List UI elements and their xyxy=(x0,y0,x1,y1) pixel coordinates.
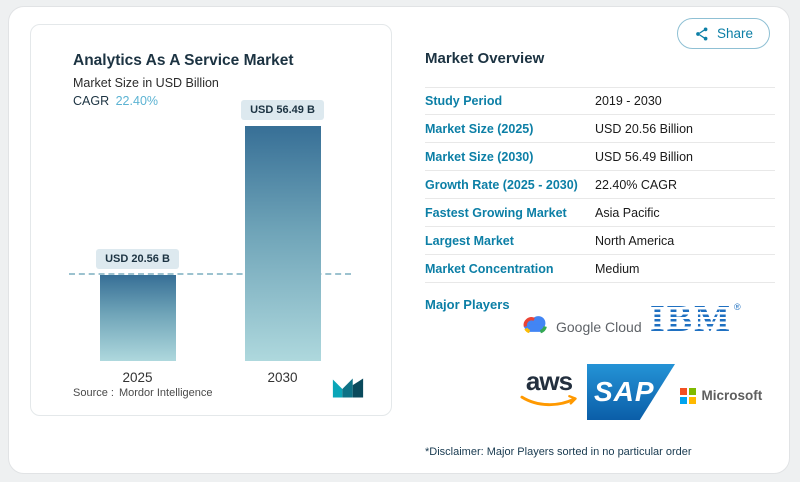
google-cloud-logo: Google Cloud xyxy=(520,312,642,341)
row-value: USD 20.56 Billion xyxy=(595,121,693,136)
row-value: North America xyxy=(595,233,675,248)
microsoft-squares-icon xyxy=(680,388,696,404)
ibm-logo: IBM ® xyxy=(650,300,741,338)
cagr-label: CAGR xyxy=(73,94,110,108)
google-cloud-wordmark: Google Cloud xyxy=(556,318,642,335)
row-label: Growth Rate (2025 - 2030) xyxy=(425,177,578,192)
row-label: Largest Market xyxy=(425,233,514,248)
disclaimer-text: *Disclaimer: Major Players sorted in no … xyxy=(425,446,692,458)
bar-chart-plot: USD 20.56 B USD 56.49 B xyxy=(65,99,355,361)
row-label: Market Concentration xyxy=(425,261,554,276)
microsoft-wordmark: Microsoft xyxy=(701,388,763,404)
market-overview-section: Market Overview Study Period 2019 - 2030… xyxy=(425,50,775,458)
google-cloud-icon xyxy=(520,312,550,341)
row-value: 2019 - 2030 xyxy=(595,94,662,108)
threshold-dashed-line xyxy=(69,273,351,275)
x-label-2030: 2030 xyxy=(267,370,298,385)
row-value: 22.40% CAGR xyxy=(595,177,677,192)
source-label: Source : xyxy=(73,387,114,399)
bar-group-2030: USD 56.49 B xyxy=(210,99,355,361)
chart-cagr: CAGR 22.40% xyxy=(73,94,158,108)
row-label: Fastest Growing Market xyxy=(425,205,567,220)
row-label: Study Period xyxy=(425,94,503,108)
row-value: Asia Pacific xyxy=(595,205,660,220)
ibm-wordmark: IBM xyxy=(650,298,732,340)
table-row: Market Concentration Medium xyxy=(425,255,775,283)
table-row: Market Size (2025) USD 20.56 Billion xyxy=(425,115,775,143)
chart-subtitle: Market Size in USD Billion xyxy=(73,76,219,90)
share-button[interactable]: Share xyxy=(676,18,770,49)
table-row: Growth Rate (2025 - 2030) 22.40% CAGR xyxy=(425,171,775,199)
share-button-label: Share xyxy=(716,26,753,41)
chart-card: Analytics As A Service Market Market Siz… xyxy=(30,24,392,416)
major-players-label: Major Players xyxy=(425,297,510,312)
aws-logo: aws xyxy=(520,368,578,413)
row-label: Market Size (2030) xyxy=(425,149,534,164)
table-row: Study Period 2019 - 2030 xyxy=(425,87,775,115)
bar-row: USD 20.56 B USD 56.49 B xyxy=(65,99,355,361)
ibm-registered-mark: ® xyxy=(734,302,741,312)
market-overview-title: Market Overview xyxy=(425,50,545,67)
sap-wordmark: SAP xyxy=(594,376,655,407)
aws-wordmark: aws xyxy=(525,366,573,396)
x-label-2025: 2025 xyxy=(122,370,153,385)
table-row: Fastest Growing Market Asia Pacific xyxy=(425,199,775,227)
source-row: Source : Mordor Intelligence xyxy=(73,387,213,399)
bar-2030 xyxy=(244,126,321,361)
bar-2025 xyxy=(99,275,176,361)
row-value: USD 56.49 Billion xyxy=(595,149,693,164)
aws-smile-icon xyxy=(520,394,578,413)
table-row: Largest Market North America xyxy=(425,227,775,255)
chart-title: Analytics As A Service Market xyxy=(73,52,294,69)
bar-value-label-2025: USD 20.56 B xyxy=(96,249,179,269)
market-overview-table: Study Period 2019 - 2030 Market Size (20… xyxy=(425,87,775,283)
bar-group-2025: USD 20.56 B xyxy=(65,99,210,361)
row-label: Market Size (2025) xyxy=(425,121,534,136)
row-value: Medium xyxy=(595,261,640,276)
cagr-value: 22.40% xyxy=(115,94,159,108)
bar-value-label-2030: USD 56.49 B xyxy=(241,100,324,120)
mordor-intelligence-logo-icon xyxy=(331,376,365,405)
share-icon xyxy=(694,26,710,42)
source-value: Mordor Intelligence xyxy=(118,387,213,399)
microsoft-logo: Microsoft xyxy=(680,388,762,404)
x-axis-labels: 2025 2030 xyxy=(65,370,355,385)
table-row: Market Size (2030) USD 56.49 Billion xyxy=(425,143,775,171)
